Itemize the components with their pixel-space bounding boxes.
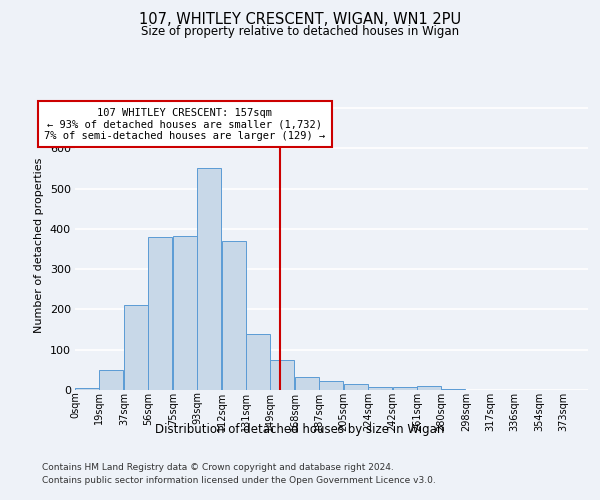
Bar xyxy=(148,237,172,390)
Bar xyxy=(417,386,441,390)
Bar xyxy=(392,387,416,390)
Bar xyxy=(319,381,343,390)
Bar xyxy=(271,360,295,390)
Bar xyxy=(442,389,466,390)
Y-axis label: Number of detached properties: Number of detached properties xyxy=(34,158,44,332)
Bar xyxy=(100,370,124,390)
Text: Size of property relative to detached houses in Wigan: Size of property relative to detached ho… xyxy=(141,25,459,38)
Bar xyxy=(75,388,99,390)
Bar xyxy=(124,304,148,390)
Bar xyxy=(295,376,319,390)
Bar xyxy=(246,334,270,390)
Text: Distribution of detached houses by size in Wigan: Distribution of detached houses by size … xyxy=(155,422,445,436)
Text: Contains HM Land Registry data © Crown copyright and database right 2024.: Contains HM Land Registry data © Crown c… xyxy=(42,462,394,471)
Bar xyxy=(173,236,197,390)
Text: 107, WHITLEY CRESCENT, WIGAN, WN1 2PU: 107, WHITLEY CRESCENT, WIGAN, WN1 2PU xyxy=(139,12,461,28)
Text: 107 WHITLEY CRESCENT: 157sqm
← 93% of detached houses are smaller (1,732)
7% of : 107 WHITLEY CRESCENT: 157sqm ← 93% of de… xyxy=(44,108,326,141)
Text: Contains public sector information licensed under the Open Government Licence v3: Contains public sector information licen… xyxy=(42,476,436,485)
Bar xyxy=(368,387,392,390)
Bar xyxy=(197,168,221,390)
Bar xyxy=(344,384,368,390)
Bar xyxy=(221,241,245,390)
